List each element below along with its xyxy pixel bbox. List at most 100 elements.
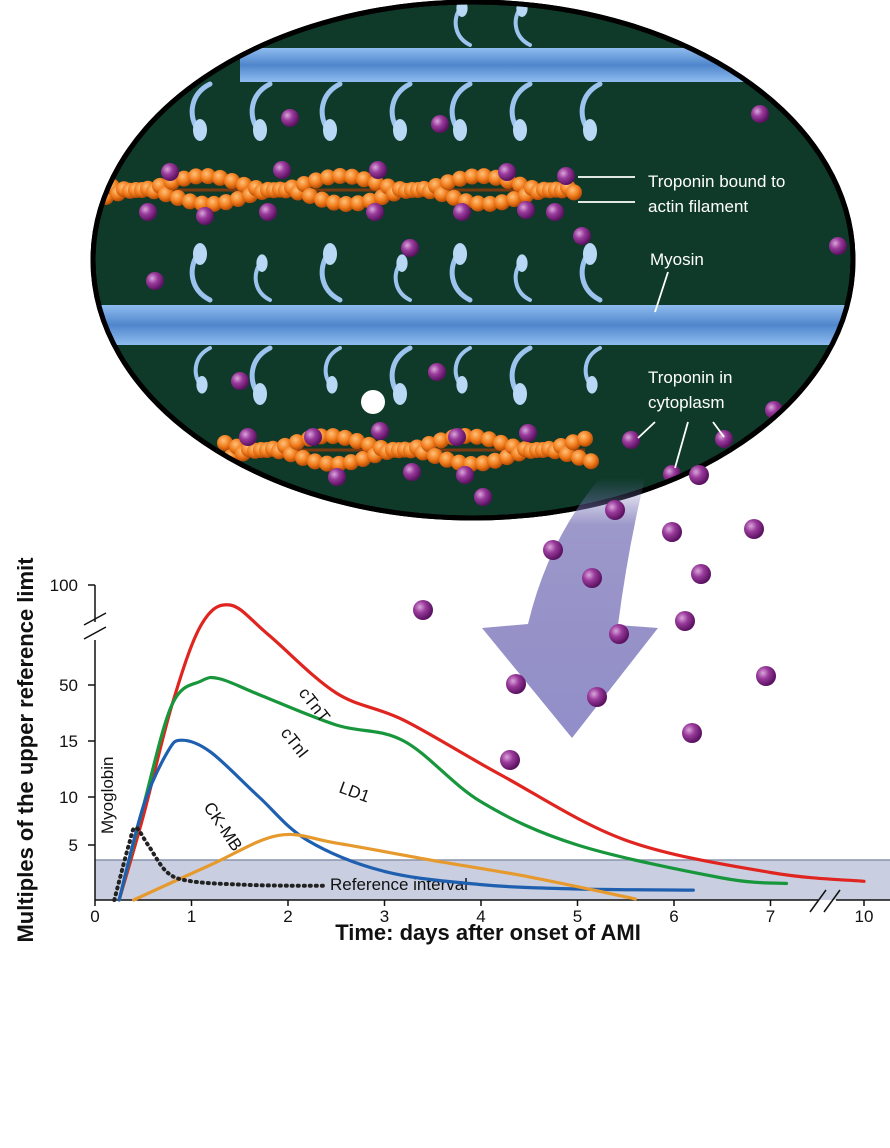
myosin-head-bulb	[396, 254, 408, 272]
released-troponin-sphere	[691, 564, 711, 584]
actin-bead	[469, 428, 485, 445]
actin-bead	[583, 453, 599, 470]
actin-bead	[332, 168, 348, 185]
actin-bead	[307, 453, 323, 470]
myosin-head-bulb	[583, 243, 597, 265]
actin-bead	[356, 171, 372, 188]
troponin-sphere	[453, 203, 471, 221]
actin-bead	[571, 449, 587, 466]
troponin-sphere	[401, 239, 419, 257]
series-label-ctnt: cTnT	[295, 684, 334, 726]
myosin-head-bulb	[516, 254, 528, 272]
troponin-sphere	[139, 203, 157, 221]
actin-bead	[200, 168, 216, 185]
myosin-head-bulb	[453, 119, 467, 141]
released-troponin-sphere	[500, 750, 520, 770]
cell-diagram: Troponin bound to actin filament Myosin …	[90, 0, 856, 521]
troponin-sphere	[546, 203, 564, 221]
released-troponin-sphere	[689, 465, 709, 485]
troponin-sphere	[498, 163, 516, 181]
troponin-sphere	[259, 203, 277, 221]
actin-bead	[314, 191, 330, 208]
x-tick-label: 3	[380, 907, 389, 926]
myosin-heads	[189, 2, 603, 405]
leader-lines	[578, 176, 725, 469]
myosin-head-bulb	[583, 119, 597, 141]
released-troponin	[413, 465, 776, 770]
released-troponin-sphere	[543, 540, 563, 560]
label-troponin-cytoplasm-1: Troponin in	[648, 368, 732, 387]
actin-bead	[331, 455, 347, 472]
reference-interval-band	[95, 860, 890, 900]
actin-bead	[434, 186, 450, 203]
myosin-head-bulb	[323, 243, 337, 265]
troponin-sphere	[622, 431, 640, 449]
troponin-sphere	[304, 428, 322, 446]
actin-bead	[212, 169, 228, 186]
y-tick-label: 50	[59, 676, 78, 695]
troponin-sphere	[281, 109, 299, 127]
actin-bead	[302, 187, 318, 204]
actin-bead	[427, 447, 443, 464]
x-ticks: 0 1 2 3 4 5 6 7 10	[90, 900, 873, 926]
x-tick-label: 7	[766, 907, 775, 926]
series-line-ck-mb	[117, 738, 695, 902]
actin-bead	[338, 195, 354, 212]
x-axis-label: Time: days after onset of AMI	[335, 920, 641, 945]
label-troponin-cytoplasm-2: cytoplasm	[648, 393, 725, 412]
released-troponin-sphere	[582, 568, 602, 588]
actin-bead	[355, 450, 371, 467]
actin-bead	[577, 430, 593, 447]
released-troponin-sphere	[756, 666, 776, 686]
actin-bead	[217, 435, 233, 451]
released-troponin-sphere	[506, 674, 526, 694]
series-label-myoglobin: Myoglobin	[98, 757, 117, 835]
actin-bead	[439, 451, 455, 468]
actin-bead	[494, 194, 510, 211]
myosin-head-bulb	[253, 383, 267, 405]
myosin-filament-top	[240, 48, 853, 82]
y-tick-label: 10	[59, 788, 78, 807]
actin-bead	[158, 186, 174, 203]
troponin-sphere	[366, 203, 384, 221]
label-troponin-bound-1: Troponin bound to	[648, 172, 785, 191]
troponin-sphere	[328, 468, 346, 486]
released-troponin-sphere	[609, 624, 629, 644]
troponin-sphere	[146, 272, 164, 290]
released-troponin-sphere	[413, 600, 433, 620]
myosin-head-bulb	[196, 376, 208, 394]
series-label-ld1: LD1	[337, 778, 373, 807]
actin-bead	[470, 195, 486, 212]
actin-bead	[170, 189, 186, 206]
y-ticks: 5 10 15 50 100	[50, 576, 95, 855]
actin-bead	[487, 452, 503, 469]
myosin-head-bulb	[256, 254, 268, 272]
actin-bead	[433, 432, 449, 449]
actin-bead	[452, 170, 468, 187]
x-tick-label: 5	[573, 907, 582, 926]
actin-bead	[493, 434, 509, 451]
actin-bead	[283, 446, 299, 463]
axes	[83, 585, 890, 913]
actin-bead	[344, 168, 360, 185]
actin-bead	[464, 168, 480, 185]
troponin-sphere	[403, 463, 421, 481]
myosin-head-bulb	[513, 119, 527, 141]
troponin-sphere	[428, 363, 446, 381]
troponin-sphere	[557, 167, 575, 185]
troponin-sphere	[273, 161, 291, 179]
x-tick-label: 4	[476, 907, 485, 926]
actin-bead	[349, 433, 365, 450]
actin-bead	[421, 436, 437, 453]
troponin-sphere	[231, 372, 249, 390]
series-label-ckmb: CK-MB	[200, 799, 246, 855]
actin-bead	[566, 184, 582, 201]
actin-bead	[308, 172, 324, 189]
actin-bead	[224, 173, 240, 190]
troponin-sphere	[371, 422, 389, 440]
troponin-sphere	[196, 207, 214, 225]
actin-bead	[350, 195, 366, 212]
actin-bead	[506, 191, 522, 208]
actin-bead	[343, 454, 359, 471]
